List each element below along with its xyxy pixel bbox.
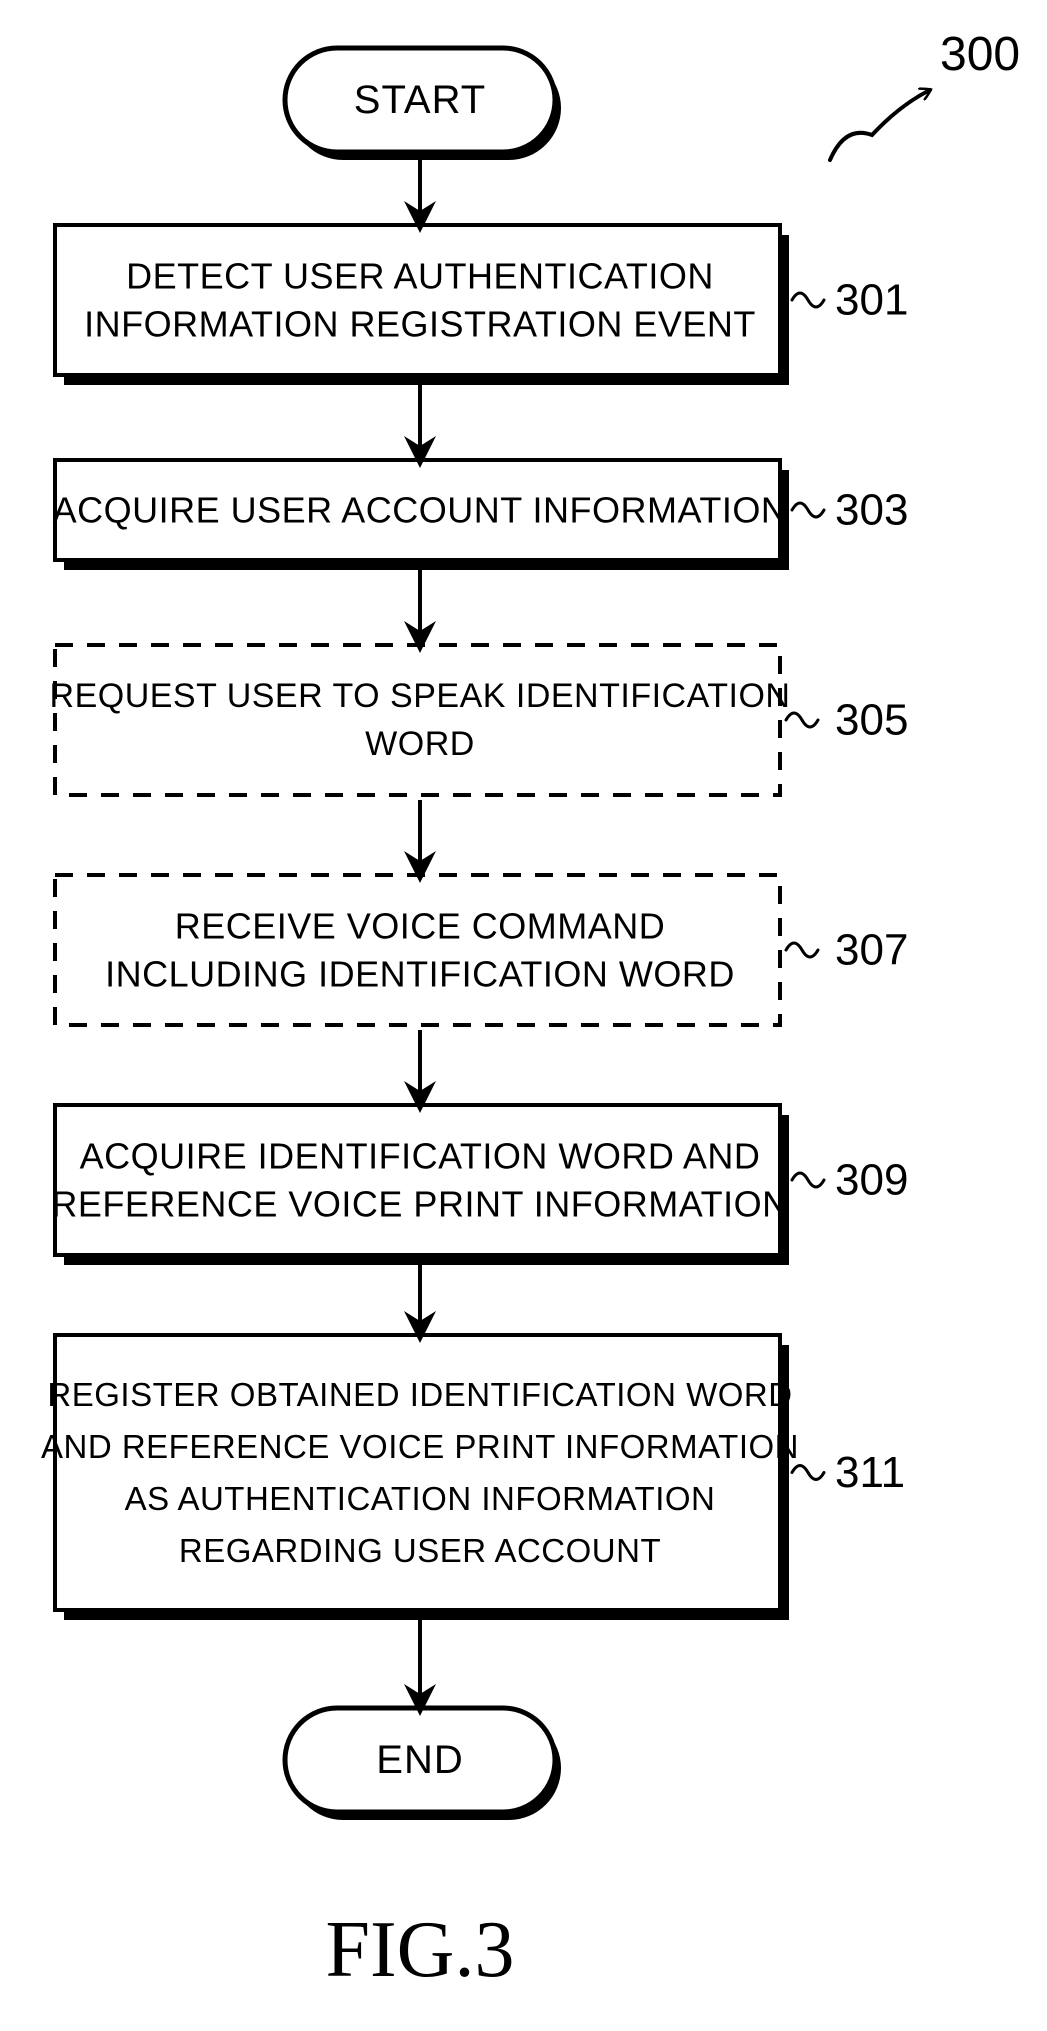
ref-label-301: 301 xyxy=(835,276,908,325)
step-309-line-0: ACQUIRE IDENTIFICATION WORD AND xyxy=(80,1136,761,1177)
ref-connector-311 xyxy=(792,1466,824,1480)
start-terminator: START xyxy=(285,48,561,160)
figure-ref-arrow xyxy=(830,90,930,160)
ref-label-311: 311 xyxy=(835,1448,905,1497)
ref-connector-307 xyxy=(786,943,818,957)
step-309: ACQUIRE IDENTIFICATION WORD AND REFERENCE… xyxy=(51,1105,908,1265)
step-301-line-0: DETECT USER AUTHENTICATION xyxy=(126,256,714,297)
step-307: RECEIVE VOICE COMMAND INCLUDING IDENTIFIC… xyxy=(55,875,908,1025)
ref-connector-305 xyxy=(786,713,818,727)
ref-label-309: 309 xyxy=(835,1156,908,1205)
step-309-line-1: REFERENCE VOICE PRINT INFORMATION xyxy=(51,1184,788,1225)
ref-connector-309 xyxy=(792,1173,824,1187)
step-311-line-3: REGARDING USER ACCOUNT xyxy=(179,1532,661,1569)
step-305-line-0: REQUEST USER TO SPEAK IDENTIFICATION xyxy=(50,677,791,715)
step-311: REGISTER OBTAINED IDENTIFICATION WORD AND… xyxy=(41,1335,905,1620)
step-303: ACQUIRE USER ACCOUNT INFORMATION 303 xyxy=(53,460,909,570)
ref-connector-301 xyxy=(792,293,824,307)
ref-label-303: 303 xyxy=(835,486,908,535)
start-terminator-label: START xyxy=(354,78,486,122)
step-307-line-1: INCLUDING IDENTIFICATION WORD xyxy=(105,954,735,995)
step-307-line-0: RECEIVE VOICE COMMAND xyxy=(175,906,666,947)
figure-ref-label: 300 xyxy=(940,28,1020,81)
ref-label-307: 307 xyxy=(835,926,908,975)
step-301: DETECT USER AUTHENTICATION INFORMATION RE… xyxy=(55,225,908,385)
step-311-line-2: AS AUTHENTICATION INFORMATION xyxy=(125,1480,716,1517)
step-301-line-1: INFORMATION REGISTRATION EVENT xyxy=(84,304,756,345)
end-terminator: END xyxy=(285,1708,561,1820)
ref-label-305: 305 xyxy=(835,696,908,745)
step-311-line-0: REGISTER OBTAINED IDENTIFICATION WORD xyxy=(47,1376,792,1413)
step-311-line-1: AND REFERENCE VOICE PRINT INFORMATION xyxy=(41,1428,799,1465)
ref-connector-303 xyxy=(792,503,824,517)
step-305-line-1: WORD xyxy=(365,725,475,763)
end-terminator-label: END xyxy=(376,1738,463,1782)
step-305: REQUEST USER TO SPEAK IDENTIFICATION WORD… xyxy=(50,645,909,795)
step-303-line-0: ACQUIRE USER ACCOUNT INFORMATION xyxy=(53,490,788,531)
figure-caption: FIG.3 xyxy=(326,1906,515,1994)
